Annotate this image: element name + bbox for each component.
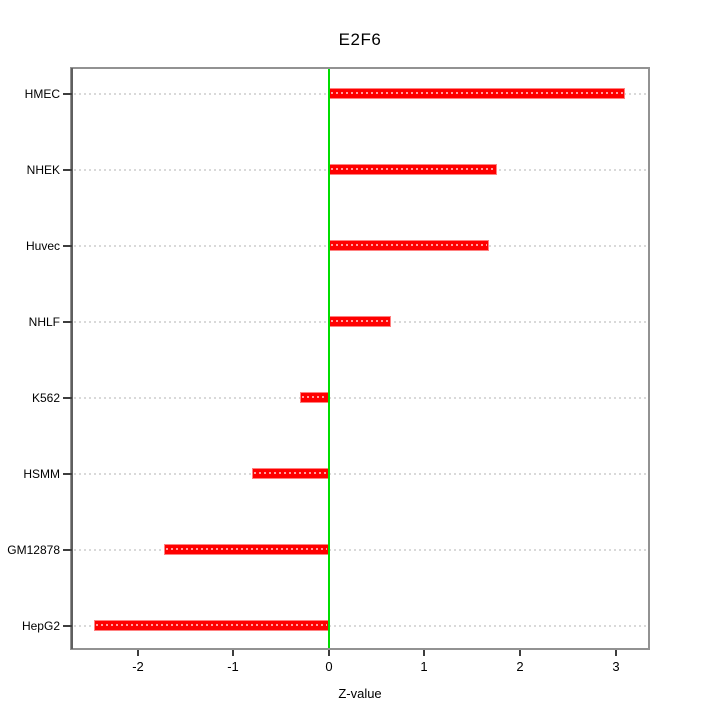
y-axis-category-label: K562 bbox=[31, 390, 60, 405]
category-gridline bbox=[74, 548, 646, 551]
category-gridline bbox=[74, 396, 646, 399]
value-bar bbox=[94, 620, 329, 631]
value-bar bbox=[329, 164, 497, 175]
bar-dotted-pattern bbox=[254, 472, 327, 474]
plot-area bbox=[70, 67, 650, 650]
x-axis-tick-label: -1 bbox=[227, 659, 239, 674]
x-axis-tick-label: 0 bbox=[325, 659, 333, 674]
y-axis-tick bbox=[63, 168, 72, 171]
bar-dotted-pattern bbox=[166, 548, 327, 550]
x-axis-tick bbox=[232, 650, 234, 656]
value-bar bbox=[164, 544, 329, 555]
y-axis-tick bbox=[63, 472, 72, 475]
bar-dotted-pattern bbox=[331, 168, 495, 170]
y-axis-category-label: HMEC bbox=[24, 86, 60, 101]
y-axis-line bbox=[71, 68, 73, 649]
bar-dotted-pattern bbox=[96, 624, 327, 626]
y-axis-tick bbox=[63, 396, 72, 399]
bar-dotted-pattern bbox=[331, 244, 487, 246]
chart-title: E2F6 bbox=[338, 30, 382, 49]
x-axis-tick bbox=[615, 650, 617, 656]
zero-reference-line bbox=[328, 69, 330, 648]
x-axis-tick bbox=[423, 650, 425, 656]
value-bar bbox=[329, 240, 489, 251]
value-bar bbox=[252, 468, 329, 479]
x-axis-tick-label: 3 bbox=[612, 659, 620, 674]
x-axis-tick-label: 1 bbox=[420, 659, 428, 674]
value-bar bbox=[329, 88, 625, 99]
y-axis-category-label: Huvec bbox=[25, 238, 60, 253]
bar-dotted-pattern bbox=[302, 396, 327, 398]
y-axis-category-label: GM12878 bbox=[7, 542, 60, 557]
x-axis-title: Z-value bbox=[338, 686, 382, 701]
value-bar bbox=[329, 316, 391, 327]
x-axis-tick bbox=[137, 650, 139, 656]
bar-dotted-pattern bbox=[331, 320, 389, 322]
x-axis-tick bbox=[519, 650, 521, 656]
y-axis-tick bbox=[63, 244, 72, 247]
y-axis-category-label: HepG2 bbox=[21, 618, 60, 633]
bar-dotted-pattern bbox=[331, 92, 623, 94]
category-gridline bbox=[74, 624, 646, 627]
y-axis-category-label: NHLF bbox=[28, 314, 60, 329]
y-axis-tick bbox=[63, 548, 72, 551]
y-axis-category-label: HSMM bbox=[23, 466, 60, 481]
y-axis-tick bbox=[63, 92, 72, 95]
category-gridline bbox=[74, 472, 646, 475]
x-axis-tick-label: -2 bbox=[132, 659, 144, 674]
y-axis-tick bbox=[63, 624, 72, 627]
value-bar bbox=[300, 392, 329, 403]
x-axis-tick bbox=[328, 650, 330, 656]
y-axis-category-label: NHEK bbox=[26, 162, 60, 177]
x-axis-tick-label: 2 bbox=[516, 659, 524, 674]
y-axis-tick bbox=[63, 320, 72, 323]
